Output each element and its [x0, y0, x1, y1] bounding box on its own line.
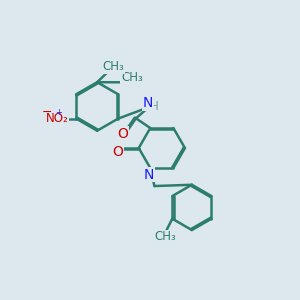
- Text: CH₃: CH₃: [103, 60, 124, 73]
- Text: N: N: [143, 96, 153, 110]
- Text: O: O: [117, 127, 128, 141]
- Text: O: O: [112, 145, 123, 159]
- Text: +: +: [55, 108, 62, 117]
- Text: NO₂: NO₂: [46, 112, 68, 125]
- Text: N: N: [144, 167, 154, 182]
- Text: CH₃: CH₃: [154, 230, 176, 243]
- Text: H: H: [150, 100, 159, 112]
- Text: −: −: [42, 106, 52, 119]
- Text: CH₃: CH₃: [121, 71, 143, 84]
